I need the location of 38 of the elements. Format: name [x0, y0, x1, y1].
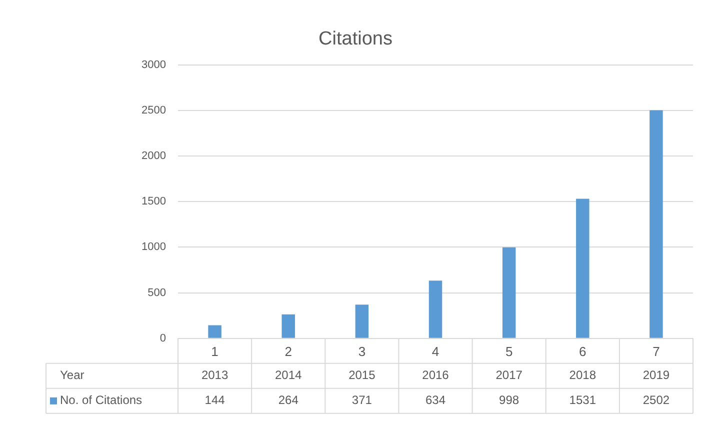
text: 2015 [348, 368, 376, 382]
x-tick-label: 5 [505, 344, 513, 359]
y-tick-label: 3000 [142, 58, 166, 71]
y-tick-label: 0 [160, 332, 166, 344]
chart-title: Citations [318, 28, 392, 50]
bar [576, 198, 590, 338]
bar [428, 280, 442, 338]
bar [502, 247, 516, 338]
y-tick-label: 1500 [142, 196, 166, 208]
text: 2013 [201, 368, 228, 382]
text: 2018 [569, 368, 596, 382]
x-tick-label: 1 [211, 344, 218, 359]
bar [355, 304, 369, 338]
data-label: 371 [352, 393, 372, 408]
x-tick-label: 4 [432, 344, 440, 359]
y-tick-label: 2500 [142, 104, 166, 116]
y-tick-label: 1000 [142, 241, 166, 254]
bar [282, 314, 295, 338]
data-label: 144 [204, 393, 226, 408]
data-label: 264 [278, 393, 299, 408]
bar [650, 110, 663, 338]
y-tick-label: 2000 [142, 150, 166, 162]
data-label: 1531 [569, 393, 596, 408]
bar [208, 325, 222, 338]
data-label: 2502 [642, 393, 670, 408]
legend-label: No. of Citations [60, 393, 142, 408]
x-tick-label: 3 [358, 344, 366, 359]
y-tick-label: 500 [148, 286, 166, 299]
text: 2019 [642, 368, 670, 382]
text: 2014 [275, 368, 302, 382]
x-tick-label: 7 [652, 344, 660, 359]
x-tick-label: 2 [284, 344, 292, 359]
data-label: 634 [425, 393, 446, 408]
x-tick-label: 6 [579, 344, 586, 359]
text: Year [60, 368, 84, 382]
data-label: 998 [499, 393, 520, 408]
text: 2016 [422, 368, 450, 382]
text: 2017 [496, 368, 523, 382]
